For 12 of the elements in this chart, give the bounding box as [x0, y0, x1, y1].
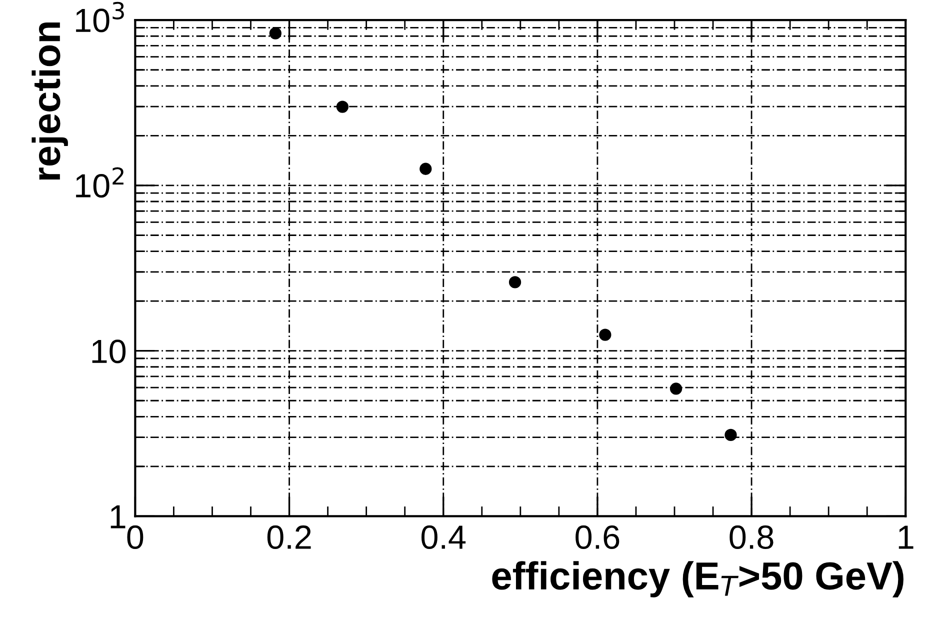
x-tick-label: 0.2	[267, 525, 311, 550]
x-tick-label: 0.4	[422, 525, 466, 550]
x-tick-label: 0	[127, 525, 144, 550]
y-axis-title: rejection	[32, 22, 68, 180]
x-axis-title: efficiency (E$_{T}$>50 GeV)	[492, 561, 904, 598]
y-tick-label: 10	[92, 340, 126, 364]
y-tick-label: 10$^{3}$	[76, 2, 124, 32]
y-tick-label: 10$^{2}$	[76, 167, 124, 198]
x-tick-label: 1	[898, 526, 914, 549]
x-tick-label: 0.8	[730, 525, 774, 550]
x-tick-label: 0.6	[576, 525, 620, 550]
y-tick-label: 1	[110, 505, 126, 528]
